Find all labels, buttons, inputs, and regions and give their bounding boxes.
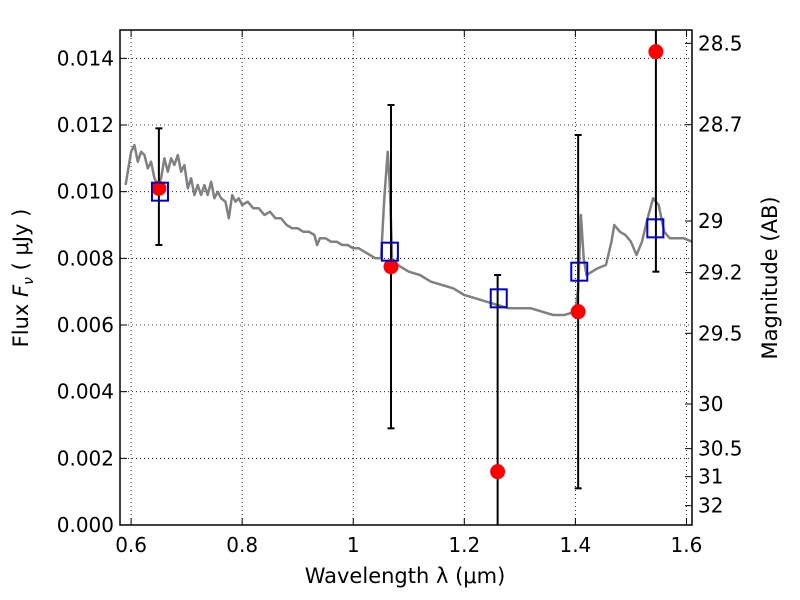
error-bars <box>155 30 660 525</box>
y-tick-label: 0.000 <box>57 513 114 537</box>
x-tick-label: 1.2 <box>448 533 480 557</box>
y-axis-ticks: 0.000 0.002 0.004 0.006 0.008 0.010 0.012 0.014 <box>57 46 127 537</box>
model-photometry-square <box>570 261 589 282</box>
y-tick-label: 0.008 <box>57 246 114 270</box>
model-sed-line-group <box>124 143 693 317</box>
right-tick-label: 28.5 <box>698 31 743 55</box>
x-tick-label: 1.6 <box>671 533 703 557</box>
right-tick-label: 29.5 <box>698 321 743 345</box>
y-tick-label: 0.012 <box>57 113 114 137</box>
y-tick-label: 0.002 <box>57 446 114 470</box>
model-photometry-square <box>380 241 399 262</box>
observed-point <box>648 44 664 60</box>
y-axis-label-prefix: Flux <box>9 297 33 347</box>
x-tick-label: 0.8 <box>226 533 258 557</box>
model-sed-line <box>124 143 693 317</box>
observed-point <box>490 464 506 480</box>
observed-point <box>570 304 586 320</box>
y-tick-label: 0.014 <box>57 46 114 70</box>
right-axis-ticks: 28.5 28.7 29 29.2 29.5 30 30.5 31 32 <box>685 31 743 518</box>
x-tick-label: 1.4 <box>559 533 591 557</box>
x-axis-label: Wavelength λ (μm) <box>305 564 506 588</box>
right-tick-label: 30 <box>698 392 723 416</box>
right-tick-label: 32 <box>698 494 723 518</box>
observed-points <box>151 44 664 480</box>
x-tick-label: 1 <box>347 533 360 557</box>
model-photometry-square <box>646 218 665 239</box>
right-tick-label: 31 <box>698 465 723 489</box>
y-tick-label: 0.004 <box>57 380 114 404</box>
y-axis-label: Flux Fν ( μJy ) <box>9 209 37 348</box>
right-tick-label: 29 <box>698 209 723 233</box>
model-photometry-square <box>150 181 169 202</box>
model-photometry-squares <box>150 181 665 309</box>
right-tick-label: 30.5 <box>698 437 743 461</box>
x-axis-ticks: 0.6 0.8 1 1.2 1.4 1.6 <box>115 30 702 557</box>
y-tick-label: 0.010 <box>57 180 114 204</box>
model-photometry-square <box>489 288 508 309</box>
observed-point <box>383 259 399 275</box>
right-axis-label: Magnitude (AB) <box>758 196 782 359</box>
y-tick-label: 0.006 <box>57 313 114 337</box>
y-axis-label-subscript: ν <box>21 277 37 285</box>
observed-point <box>151 180 167 196</box>
plot-frame <box>119 29 693 526</box>
x-tick-label: 0.6 <box>115 533 147 557</box>
right-tick-label: 28.7 <box>698 113 743 137</box>
y-axis-label-symbol: F <box>9 284 33 297</box>
grid-lines <box>120 30 692 525</box>
right-tick-label: 29.2 <box>698 261 743 285</box>
y-axis-label-suffix: ( μJy ) <box>9 209 33 277</box>
